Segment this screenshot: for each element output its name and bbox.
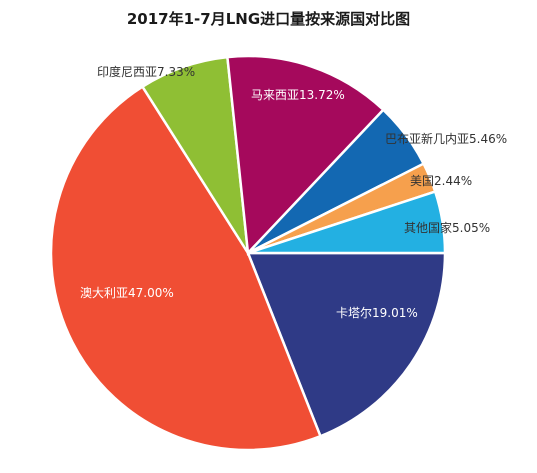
pie-slice-3 xyxy=(226,54,386,256)
slice-label-3: 马来西亚13.72% xyxy=(251,88,345,102)
slice-label-0: 卡塔尔19.01% xyxy=(336,305,418,320)
slice-label-2: 印度尼西亚7.33% xyxy=(97,64,195,79)
pie-slice-1 xyxy=(49,84,323,452)
pie-slice-6 xyxy=(247,189,447,255)
slice-label-1: 澳大利亚47.00% xyxy=(80,286,174,300)
pie-slice-0 xyxy=(246,251,447,438)
slice-label-4: 巴布亚新几内亚5.46% xyxy=(385,131,507,146)
slice-label-6: 其他国家5.05% xyxy=(404,220,490,235)
slice-label-5: 美国2.44% xyxy=(410,174,472,188)
chart-title: 2017年1-7月LNG进口量按来源国对比图 xyxy=(126,10,411,28)
